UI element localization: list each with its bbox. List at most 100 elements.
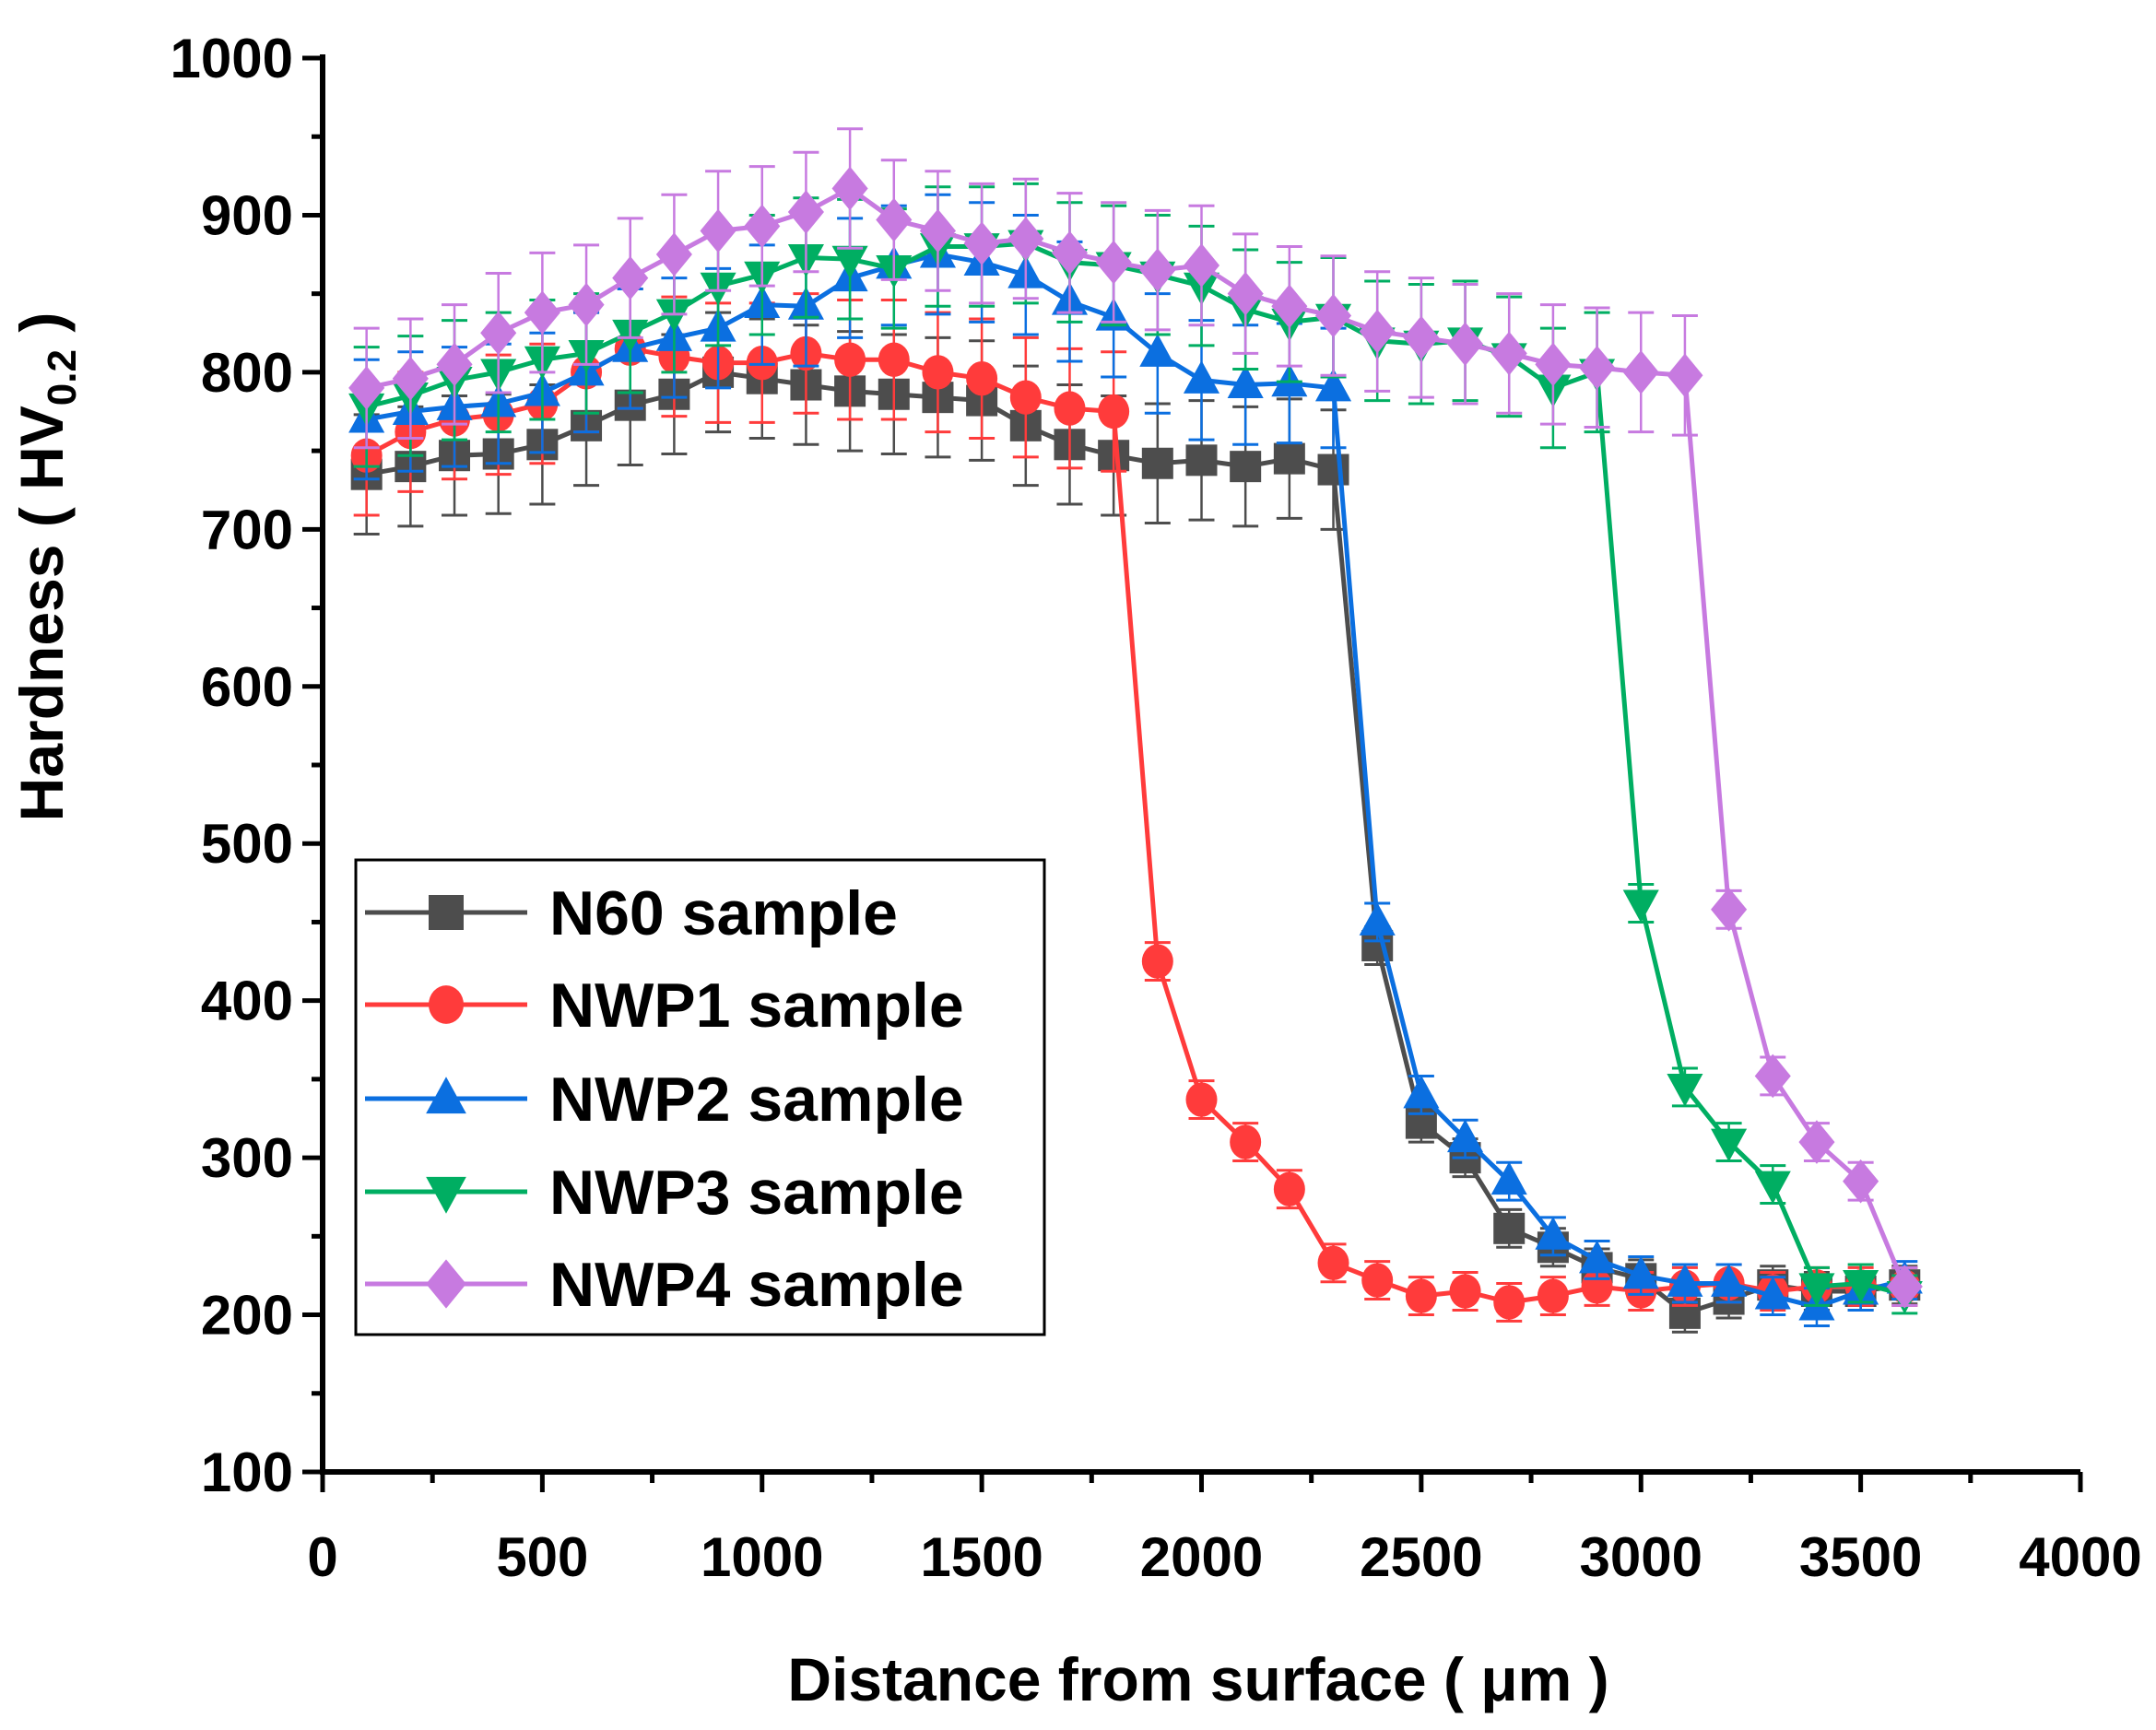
data-point: [1754, 1053, 1791, 1099]
data-point: [963, 221, 1000, 265]
data-point: [612, 255, 649, 300]
data-point: [1183, 243, 1220, 288]
data-point: [1843, 1270, 1879, 1303]
legend-item: NWP3 sample: [365, 1158, 964, 1228]
data-point: [1230, 451, 1262, 483]
data-point: [876, 197, 913, 242]
y-tick-label: 800: [201, 342, 293, 404]
data-point: [831, 245, 868, 279]
data-point: [1447, 1119, 1484, 1153]
legend-label: NWP4 sample: [549, 1250, 964, 1320]
legend-item: NWP4 sample: [365, 1250, 964, 1320]
legend-item: N60 sample: [365, 878, 898, 948]
y-tick-label: 200: [201, 1285, 293, 1347]
x-tick-label: 500: [496, 1526, 588, 1588]
data-point: [392, 356, 429, 401]
data-point: [1317, 1245, 1349, 1281]
data-point: [1227, 271, 1264, 316]
legend-label: NWP3 sample: [549, 1158, 964, 1228]
data-point: [1007, 217, 1044, 261]
data-point: [1886, 1265, 1923, 1309]
x-tick-label: 2000: [1140, 1526, 1263, 1588]
data-point: [1271, 284, 1308, 329]
data-point: [1798, 1273, 1835, 1307]
legend-item: NWP1 sample: [365, 971, 964, 1041]
data-point: [1141, 944, 1173, 979]
data-point: [1493, 1212, 1526, 1244]
data-point: [1798, 1120, 1835, 1164]
data-point: [1711, 888, 1748, 932]
data-point: [1185, 1082, 1218, 1117]
data-point: [1009, 380, 1042, 415]
x-tick-label: 1000: [701, 1526, 823, 1588]
data-point: [1535, 342, 1572, 387]
data-point: [1537, 1278, 1569, 1313]
data-point: [1667, 1264, 1703, 1297]
data-point: [436, 342, 473, 387]
series-nwp4: [348, 127, 1923, 1309]
data-point: [1359, 902, 1396, 936]
data-point: [1579, 1240, 1616, 1274]
x-axis-label: Distance from surface ( μm ): [787, 1645, 1608, 1713]
data-point: [1405, 1278, 1437, 1313]
legend-marker: [426, 1077, 466, 1114]
data-point: [1754, 1171, 1791, 1205]
data-point: [655, 232, 692, 277]
data-point: [1183, 360, 1220, 394]
data-point: [524, 290, 560, 335]
data-point: [1622, 350, 1659, 394]
x-tick-label: 0: [307, 1526, 337, 1588]
data-point: [1051, 230, 1089, 276]
data-point: [1843, 1159, 1879, 1204]
legend-label: NWP2 sample: [549, 1065, 964, 1135]
data-point: [568, 282, 605, 327]
data-point: [1711, 1264, 1748, 1297]
data-point: [1579, 345, 1616, 390]
data-point: [1622, 1255, 1659, 1289]
x-tick-label: 2500: [1360, 1526, 1482, 1588]
data-point: [1622, 889, 1659, 924]
data-point: [1711, 1128, 1748, 1162]
data-point: [1139, 334, 1176, 367]
data-point: [480, 311, 517, 356]
data-point: [787, 190, 824, 234]
y-axis-label: Hardness ( HV0.2 ): [7, 312, 85, 822]
data-point: [922, 355, 954, 390]
x-tick-label: 1500: [920, 1526, 1043, 1588]
data-point: [1054, 391, 1086, 426]
legend-marker: [429, 985, 464, 1024]
data-point: [1490, 1161, 1527, 1195]
y-tick-label: 100: [201, 1442, 293, 1503]
y-tick-label: 400: [201, 971, 293, 1032]
data-point: [1667, 353, 1703, 398]
y-tick-label: 300: [201, 1127, 293, 1189]
data-point: [700, 208, 736, 253]
data-point: [1403, 315, 1440, 360]
data-point: [878, 342, 910, 377]
data-point: [1447, 322, 1484, 367]
data-point: [1754, 1276, 1791, 1310]
y-tick-label: 1000: [171, 28, 293, 89]
data-point: [655, 299, 692, 333]
legend-marker: [426, 1176, 466, 1214]
legend-label: N60 sample: [549, 878, 898, 948]
data-point: [1230, 1124, 1262, 1159]
legend-marker: [429, 895, 464, 930]
data-point: [1535, 1217, 1572, 1250]
data-point: [1449, 1274, 1481, 1309]
data-point: [1667, 1073, 1703, 1107]
y-tick-label: 600: [201, 656, 293, 718]
x-tick-label: 3000: [1580, 1526, 1702, 1588]
data-point: [1141, 447, 1173, 479]
legend-marker: [426, 1259, 466, 1309]
y-tick-labels: 100 200 300 400 500 600 700 800 900 1000: [171, 28, 293, 1503]
x-tick-labels: 0 500 1000 1500 2000 2500 3000 3500 4000: [307, 1526, 2141, 1588]
data-point: [1403, 1075, 1440, 1109]
data-point: [348, 366, 385, 410]
series-layer: [348, 127, 1923, 1334]
data-point: [1490, 331, 1527, 376]
legend-item: NWP2 sample: [365, 1065, 964, 1135]
data-point: [919, 208, 956, 253]
data-point: [1314, 368, 1352, 402]
data-point: [1139, 248, 1176, 292]
